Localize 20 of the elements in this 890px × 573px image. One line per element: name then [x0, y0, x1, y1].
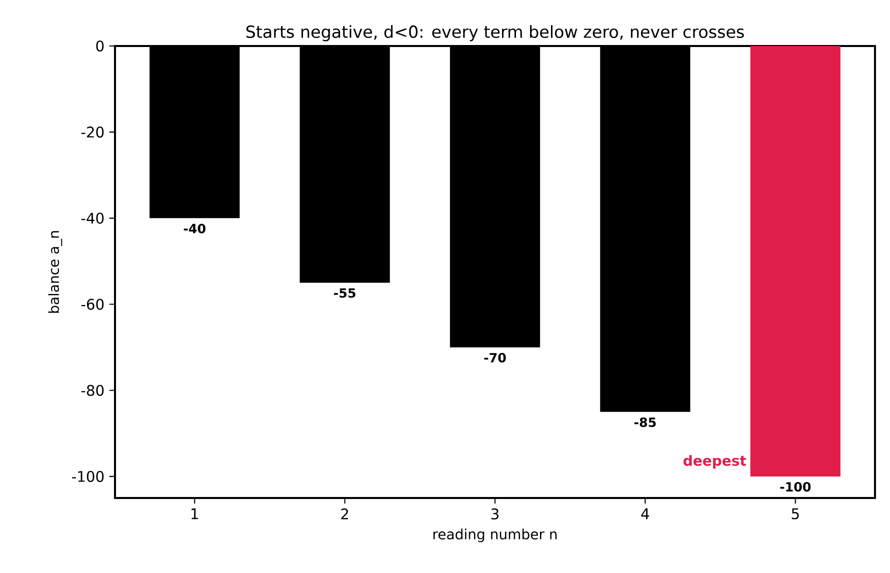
x-tick-label: 2: [341, 508, 348, 520]
data-label: -40: [184, 224, 206, 234]
x-tick-label: 1: [192, 508, 198, 520]
y-tick-label: -80: [81, 384, 104, 396]
x-tick-label: 3: [491, 508, 498, 520]
data-label: -100: [780, 482, 811, 492]
y-tick-label: -40: [81, 212, 104, 224]
x-axis-title: reading number n: [433, 528, 557, 542]
y-tick-label: 0: [96, 40, 104, 52]
data-label: -70: [484, 352, 506, 363]
annotation: deepest: [684, 455, 746, 469]
data-label: -55: [334, 288, 356, 298]
y-tick-label: -100: [72, 470, 104, 482]
chart-title: Starts negative, d<0: every term below zero, never crosses: [246, 25, 744, 42]
x-tick-label: 5: [792, 508, 799, 520]
y-tick-label: -20: [81, 126, 104, 138]
x-tick-label: 4: [641, 508, 650, 520]
data-label: -85: [634, 417, 656, 428]
y-tick-label: -60: [81, 298, 104, 310]
y-axis-title: balance a_n: [48, 231, 62, 313]
